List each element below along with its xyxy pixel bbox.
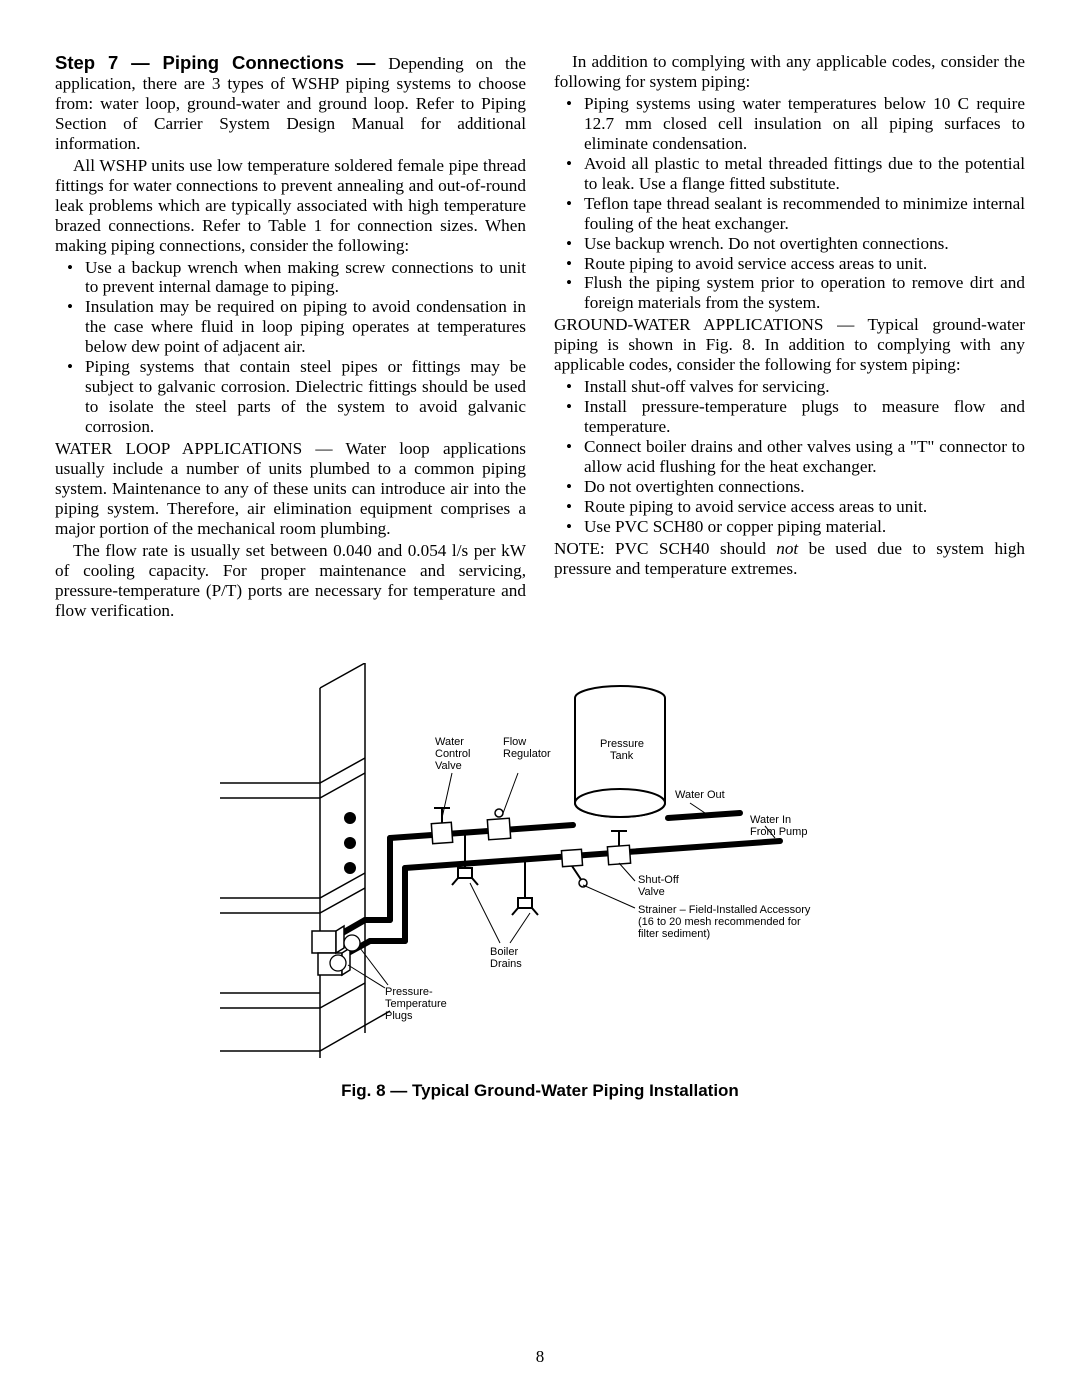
right-bullet: Route piping to avoid service access are… [554,254,1025,274]
lbl-boiler-2: Drains [490,958,522,970]
left-bullet: Insulation may be required on piping to … [55,297,526,357]
note-not: not [776,539,798,558]
lbl-water-control-1: Water [435,736,464,748]
right-bullet: Use backup wrench. Do not overtighten co… [554,234,1025,254]
lbl-flow-reg-2: Regulator [503,748,551,760]
right-bullet: Connect boiler drains and other valves u… [554,437,1025,477]
figure-caption: Fig. 8 — Typical Ground-Water Piping Ins… [55,1081,1025,1101]
lbl-pressure-tank-2: Tank [610,750,634,762]
lbl-pt-1: Pressure- [385,986,433,998]
right-column: In addition to complying with any applic… [554,52,1025,623]
right-bullet: Do not overtighten connections. [554,477,1025,497]
lbl-water-in-1: Water In [750,814,791,826]
lbl-shutoff-2: Valve [638,886,665,898]
right-bullet: Install shut-off valves for servicing. [554,377,1025,397]
right-bullet: Route piping to avoid service access are… [554,497,1025,517]
step7-heading: Step 7 — Piping Connections — [55,52,388,73]
figure-svg-container: Water Control Valve Flow Regulator Press… [55,663,1025,1063]
lbl-water-control-2: Control [435,748,470,760]
left-bullet: Use a backup wrench when making screw co… [55,258,526,298]
left-bullet: Piping systems that contain steel pipes … [55,357,526,437]
left-p3: WATER LOOP APPLICATIONS — Water loop app… [55,439,526,539]
left-column: Step 7 — Piping Connections — Depending … [55,52,526,623]
left-p2: All WSHP units use low temperature solde… [55,156,526,256]
left-p4: The flow rate is usually set between 0.0… [55,541,526,621]
right-p2: GROUND-WATER APPLICATIONS — Typical grou… [554,315,1025,375]
right-note: NOTE: PVC SCH40 should not be used due t… [554,539,1025,579]
right-bullet: Avoid all plastic to metal threaded fitt… [554,154,1025,194]
lbl-pt-3: Plugs [385,1010,413,1022]
lbl-water-in-2: From Pump [750,826,807,838]
lbl-strainer-3: filter sediment) [638,928,710,940]
piping-diagram: Water Control Valve Flow Regulator Press… [220,663,860,1063]
lbl-shutoff-1: Shut-Off [638,874,680,886]
page-number: 8 [0,1347,1080,1367]
right-bullet: Flush the piping system prior to operati… [554,273,1025,313]
text-columns: Step 7 — Piping Connections — Depending … [55,52,1025,623]
lbl-pressure-tank-1: Pressure [600,738,644,750]
right-bullet: Teflon tape thread sealant is recommende… [554,194,1025,234]
right-bullet: Install pressure-temperature plugs to me… [554,397,1025,437]
step7-paragraph: Step 7 — Piping Connections — Depending … [55,52,526,154]
right-p1: In addition to complying with any applic… [554,52,1025,92]
lbl-strainer-2: (16 to 20 mesh recommended for [638,916,801,928]
lbl-flow-reg-1: Flow [503,736,526,748]
left-bullets-1: Use a backup wrench when making screw co… [55,258,526,438]
figure-8: Water Control Valve Flow Regulator Press… [55,663,1025,1101]
right-bullet: Piping systems using water temperatures … [554,94,1025,154]
lbl-boiler-1: Boiler [490,946,518,958]
right-bullets-1: Piping systems using water temperatures … [554,94,1025,313]
lbl-strainer-1: Strainer – Field-Installed Accessory [638,904,811,916]
note-prefix: NOTE: PVC SCH40 should [554,539,776,558]
lbl-water-control-3: Valve [435,760,462,772]
lbl-pt-2: Temperature [385,998,447,1010]
right-bullets-2: Install shut-off valves for servicing. I… [554,377,1025,537]
right-bullet: Use PVC SCH80 or copper piping material. [554,517,1025,537]
lbl-water-out: Water Out [675,789,725,801]
